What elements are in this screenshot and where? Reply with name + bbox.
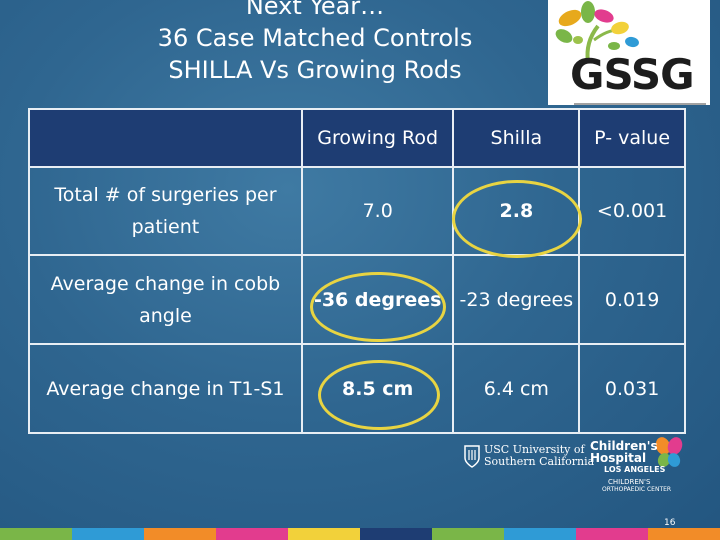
- chla-line-5: ORTHOPAEDIC CENTER: [602, 486, 672, 493]
- chla-logo: Children's Hospital LOS ANGELES CHILDREN…: [586, 436, 696, 506]
- page-number: 16: [664, 518, 676, 528]
- chla-line-3: LOS ANGELES: [604, 465, 666, 474]
- chla-line-1: Children's: [590, 439, 658, 453]
- chla-line-2: Hospital: [590, 451, 647, 465]
- usc-line-2: Southern California: [484, 455, 595, 468]
- p-value: <0.001: [578, 166, 686, 256]
- highlight-circle-shilla-surgeries: [452, 180, 582, 258]
- header-blank-cell: [28, 108, 303, 168]
- highlight-circle-cobb-growing-rod: [310, 272, 446, 342]
- shilla-value: 6.4 cm: [452, 343, 581, 434]
- shilla-value: -23 degrees: [452, 254, 581, 345]
- table-row: Total # of surgeries per patient 7.0 2.8…: [28, 166, 686, 256]
- table-header-row: Growing Rod Shilla P- value: [28, 108, 686, 168]
- usc-logo: USC University of Southern California: [462, 442, 594, 472]
- title-line-2: 36 Case Matched Controls: [157, 24, 473, 52]
- row-label: Average change in T1-S1: [28, 343, 303, 434]
- gssg-logo: GSSG: [548, 0, 710, 105]
- slide-title: Next Year… 36 Case Matched Controls SHIL…: [100, 0, 530, 86]
- chla-line-4: CHILDREN'S: [608, 478, 651, 486]
- header-growing-rod: Growing Rod: [300, 108, 455, 168]
- p-value: 0.031: [578, 343, 686, 434]
- usc-line-1: USC University of: [484, 443, 585, 456]
- header-p-value: P- value: [578, 108, 686, 168]
- table-row: Average change in T1-S1 8.5 cm 6.4 cm 0.…: [28, 343, 686, 434]
- butterfly-icon: [655, 437, 683, 467]
- highlight-circle-t1s1-growing-rod: [318, 360, 440, 430]
- title-line-3: SHILLA Vs Growing Rods: [168, 56, 462, 84]
- tree-icon: [555, 1, 706, 105]
- header-shilla: Shilla: [452, 108, 581, 168]
- growing-rod-value: 7.0: [300, 166, 455, 256]
- p-value: 0.019: [578, 254, 686, 345]
- decorative-color-strip: [0, 528, 720, 540]
- row-label: Average change in cobb angle: [28, 254, 303, 345]
- title-line-1: Next Year…: [245, 0, 385, 20]
- logo-wordmark: GSSG: [570, 50, 695, 99]
- comparison-table: Growing Rod Shilla P- value Total # of s…: [28, 108, 686, 434]
- usc-seal-icon: [464, 445, 480, 468]
- row-label: Total # of surgeries per patient: [28, 166, 303, 256]
